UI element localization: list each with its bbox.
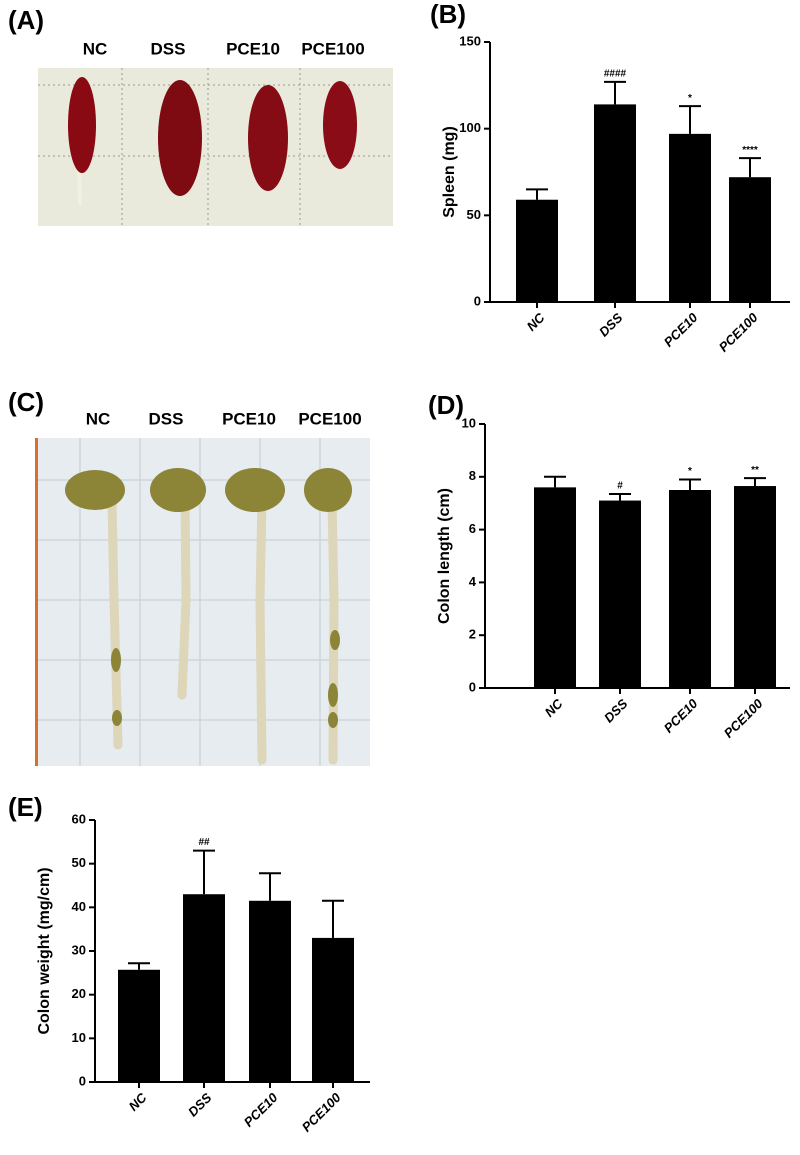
column-label: PCE10: [222, 409, 276, 428]
significance-label: *: [688, 93, 692, 104]
x-tick-label: DSS: [596, 310, 626, 340]
panel-label: (A): [8, 5, 44, 35]
y-tick-label: 0: [474, 293, 481, 308]
bar: [599, 500, 641, 688]
significance-label: #: [617, 481, 623, 492]
bar: [183, 894, 225, 1082]
y-tick-label: 40: [72, 899, 86, 914]
y-tick-label: 0: [79, 1073, 86, 1088]
column-label: PCE100: [298, 409, 361, 428]
bar: [594, 104, 636, 303]
x-tick-label: PCE10: [241, 1089, 281, 1129]
bar: [312, 937, 354, 1082]
x-tick-label: PCE10: [661, 695, 701, 735]
x-tick-label: PCE100: [721, 695, 766, 740]
x-tick-label: NC: [542, 696, 566, 720]
x-tick-label: DSS: [185, 1090, 215, 1120]
y-tick-label: 2: [469, 627, 476, 642]
y-tick-label: 4: [469, 574, 477, 589]
y-axis-label: Colon weight (mg/cm): [36, 867, 53, 1034]
y-tick-label: 8: [469, 468, 476, 483]
column-label: NC: [86, 409, 111, 428]
bar: [669, 490, 711, 688]
colon-photo: [35, 438, 370, 766]
column-label: PCE100: [301, 39, 364, 58]
y-axis-label: Spleen (mg): [441, 126, 458, 218]
x-tick-label: PCE100: [716, 309, 761, 354]
bar: [516, 199, 558, 302]
significance-label: ****: [742, 145, 758, 156]
bar: [669, 133, 711, 302]
significance-label: *: [688, 466, 692, 477]
bar: [729, 177, 771, 302]
y-tick-label: 100: [459, 120, 481, 135]
column-label: PCE10: [226, 39, 280, 58]
y-tick-label: 10: [462, 415, 476, 430]
y-tick-label: 6: [469, 521, 476, 536]
y-tick-label: 10: [72, 1030, 86, 1045]
panel-label: (D): [428, 390, 464, 420]
spleen-photo: [38, 68, 393, 226]
x-tick-label: NC: [524, 310, 548, 334]
significance-label: **: [751, 465, 759, 476]
significance-label: ####: [604, 69, 627, 80]
column-label: DSS: [149, 409, 184, 428]
x-tick-label: PCE10: [661, 309, 701, 349]
x-tick-label: NC: [126, 1090, 150, 1114]
y-axis-label: Colon length (cm): [436, 488, 453, 624]
bar: [118, 969, 160, 1082]
y-tick-label: 150: [459, 33, 481, 48]
y-tick-label: 0: [469, 679, 476, 694]
column-label: NC: [83, 39, 108, 58]
y-tick-label: 30: [72, 942, 86, 957]
column-label: DSS: [151, 39, 186, 58]
panel-label: (B): [430, 0, 466, 29]
x-tick-label: DSS: [601, 696, 631, 726]
bar: [534, 487, 576, 688]
significance-label: ##: [198, 837, 210, 848]
x-tick-label: PCE100: [299, 1089, 344, 1134]
panel-label: (E): [8, 792, 43, 822]
y-tick-label: 20: [72, 986, 86, 1001]
y-tick-label: 50: [72, 855, 86, 870]
bar: [249, 900, 291, 1082]
bar: [734, 486, 776, 688]
y-tick-label: 60: [72, 811, 86, 826]
panel-label: (C): [8, 387, 44, 417]
y-tick-label: 50: [467, 207, 481, 222]
